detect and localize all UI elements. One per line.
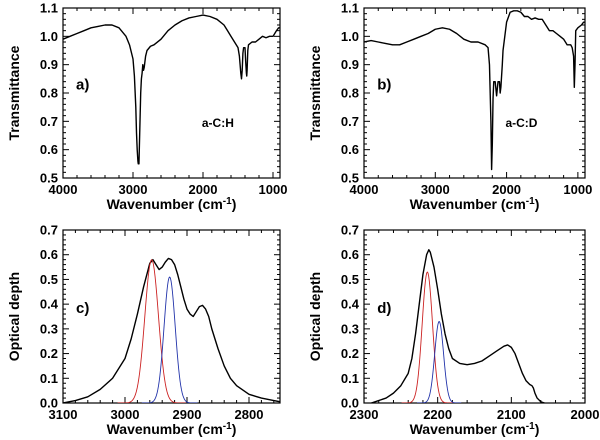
y-tick-label: 0.5 [40, 272, 58, 287]
y-tick-label: 0.8 [341, 86, 359, 101]
gaussian-component-red [401, 271, 454, 403]
panel-d: 2300 2200 2100 2000 0.0 0.1 0.2 0.3 0.4 0.5 0.6 0.7… [307, 223, 599, 438]
y-tick-label: 0.8 [40, 86, 58, 101]
y-axis-label: Optical depth [6, 272, 22, 361]
x-tick-label: 1000 [259, 182, 288, 197]
x-tick-label: 4000 [49, 182, 78, 197]
sample-annotation: a-C:H [202, 116, 234, 130]
x-tick-label: 2200 [423, 407, 452, 422]
y-tick-label: 0.1 [341, 371, 359, 386]
y-tick-label: 0.9 [341, 57, 359, 72]
panel-label: c) [76, 300, 89, 317]
y-tick-label: 0.6 [40, 247, 58, 262]
y-tick-label: 1.1 [40, 1, 58, 16]
y-tick-label: 0.0 [40, 396, 58, 411]
plot-frame [363, 7, 586, 179]
y-tick-label: 1.0 [40, 29, 58, 44]
y-tick-label: 0.6 [341, 247, 359, 262]
y-tick-label: 0.7 [40, 223, 58, 238]
y-tick-label: 1.0 [341, 29, 359, 44]
x-axis-label: Wavenumber (cm-1) [410, 421, 540, 437]
y-tick-label: 0.1 [40, 371, 58, 386]
x-tick-label: 3000 [119, 182, 148, 197]
y-tick-label: 1.1 [341, 1, 359, 16]
y-axis-label: Transmittance [6, 45, 22, 140]
x-axis-label: Wavenumber (cm-1) [410, 196, 540, 212]
plot-frame [363, 229, 586, 404]
gaussian-component-blue [141, 276, 198, 403]
y-tick-label: 0.7 [341, 223, 359, 238]
y-tick-label: 0.5 [341, 171, 359, 186]
panel-label: a) [76, 77, 89, 94]
y-tick-label: 0.3 [341, 321, 359, 336]
y-tick-label: 0.5 [341, 272, 359, 287]
x-tick-label: 2000 [492, 182, 521, 197]
x-tick-label: 3100 [49, 407, 78, 422]
x-tick-label: 2100 [497, 407, 526, 422]
x-axis-label: Wavenumber (cm-1) [107, 196, 237, 212]
x-tick-label: 3000 [111, 407, 140, 422]
y-tick-label: 0.9 [40, 57, 58, 72]
gaussian-component-red [117, 259, 186, 403]
spectrum-line [63, 257, 280, 403]
y-axis-label: Transmittance [307, 45, 323, 140]
y-tick-label: 0.0 [341, 396, 359, 411]
panel-label: b) [377, 77, 391, 94]
spectrum-line [364, 10, 585, 171]
gaussian-component-blue [417, 320, 462, 403]
x-tick-label: 2300 [350, 407, 379, 422]
spectrum-line [371, 249, 545, 403]
x-tick-label: 4000 [350, 182, 379, 197]
spectrum-line [63, 14, 280, 165]
x-tick-label: 2900 [173, 407, 202, 422]
x-tick-label: 3000 [421, 182, 450, 197]
y-tick-label: 0.3 [40, 321, 58, 336]
panel-a: 4000 3000 2000 1000 0.5 0.6 0.7 0.8 0.9 1.0 1.1 Wav… [6, 1, 287, 213]
y-tick-label: 0.6 [341, 142, 359, 157]
x-tick-label: 2000 [189, 182, 218, 197]
plot-frame [62, 7, 281, 179]
y-axis-label: Optical depth [307, 272, 323, 361]
y-tick-label: 0.2 [341, 346, 359, 361]
y-tick-label: 0.6 [40, 142, 58, 157]
panel-label: d) [377, 300, 391, 317]
y-tick-label: 0.5 [40, 171, 58, 186]
y-tick-label: 0.4 [40, 297, 59, 312]
x-tick-label: 1000 [563, 182, 592, 197]
plot-frame [62, 229, 281, 404]
x-axis-label: Wavenumber (cm-1) [107, 421, 237, 437]
y-tick-label: 0.2 [40, 346, 58, 361]
panel-b: 4000 3000 2000 1000 0.5 0.6 0.7 0.8 0.9 1.0 1.1 Wav… [307, 1, 592, 213]
x-tick-label: 2000 [571, 407, 600, 422]
y-tick-label: 0.7 [341, 114, 359, 129]
y-tick-label: 0.4 [341, 297, 360, 312]
y-tick-label: 0.7 [40, 114, 58, 129]
sample-annotation: a-C:D [505, 116, 537, 130]
panel-c: 3100 3000 2900 2800 0.0 0.1 0.2 0.3 0.4 0.5 0.6 0.7… [6, 223, 281, 437]
x-tick-label: 2800 [235, 407, 264, 422]
